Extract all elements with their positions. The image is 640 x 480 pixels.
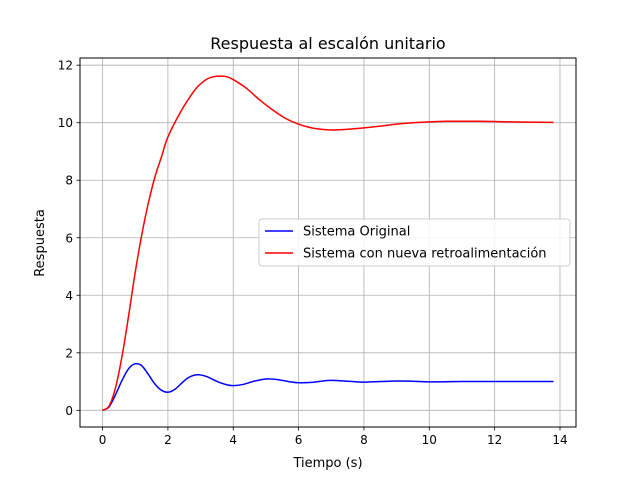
x-tick-label: 2 xyxy=(164,433,172,447)
y-tick-label: 8 xyxy=(65,174,73,188)
legend: Sistema Original Sistema con nueva retro… xyxy=(258,218,571,267)
legend-label-sistema-original: Sistema Original xyxy=(303,225,410,240)
x-tick-label: 12 xyxy=(487,433,502,447)
y-tick-label: 6 xyxy=(65,231,73,245)
x-tick-label: 4 xyxy=(229,433,237,447)
chart-title: Respuesta al escalón unitario xyxy=(210,34,445,53)
x-axis: 0 2 4 6 8 10 12 14 xyxy=(99,427,568,447)
y-axis-label: Respuesta xyxy=(33,209,48,277)
x-tick-label: 6 xyxy=(295,433,303,447)
legend-label-sistema-retroalimentacion: Sistema con nueva retroalimentación xyxy=(303,247,547,262)
y-tick-label: 0 xyxy=(65,404,73,418)
series-line-1 xyxy=(102,75,554,411)
y-tick-label: 4 xyxy=(65,289,73,303)
x-tick-label: 10 xyxy=(422,433,437,447)
plot-frame xyxy=(79,57,577,428)
x-tick-label: 8 xyxy=(360,433,368,447)
x-axis-label: Tiempo (s) xyxy=(292,456,362,471)
y-axis: 0 2 4 6 8 10 12 xyxy=(58,59,80,418)
x-tick-label: 0 xyxy=(99,433,107,447)
y-tick-label: 10 xyxy=(58,116,73,130)
x-tick-label: 14 xyxy=(552,433,567,447)
plot-lines xyxy=(102,75,554,412)
series-line-0 xyxy=(102,362,554,412)
y-tick-label: 2 xyxy=(65,346,73,360)
legend-box xyxy=(258,218,571,267)
y-tick-label: 12 xyxy=(58,59,73,73)
